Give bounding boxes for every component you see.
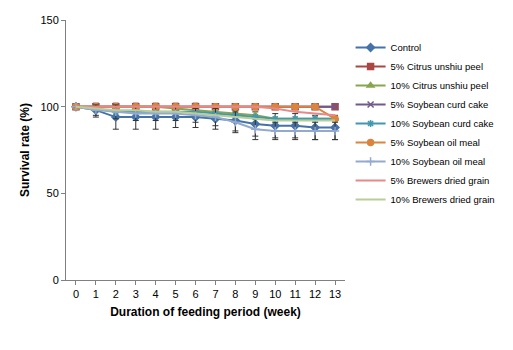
svg-text:5% Citrus unshiu peel: 5% Citrus unshiu peel [391, 61, 483, 72]
svg-text:10% Soybean oil meal: 10% Soybean oil meal [391, 156, 486, 167]
svg-text:0: 0 [53, 274, 59, 286]
svg-text:0: 0 [73, 288, 79, 300]
svg-text:7: 7 [212, 288, 218, 300]
svg-text:6: 6 [192, 288, 198, 300]
svg-text:2: 2 [113, 288, 119, 300]
svg-text:Duration of feeding period (we: Duration of feeding period (week) [110, 305, 301, 319]
svg-text:11: 11 [289, 288, 300, 300]
svg-text:10: 10 [269, 288, 281, 300]
svg-text:5: 5 [173, 288, 179, 300]
svg-text:10% Brewers dried grain: 10% Brewers dried grain [391, 194, 495, 205]
svg-text:9: 9 [252, 288, 258, 300]
svg-text:5% Soybean oil meal: 5% Soybean oil meal [391, 137, 480, 148]
svg-text:10% Citrus unshiu peel: 10% Citrus unshiu peel [391, 80, 489, 91]
svg-text:8: 8 [232, 288, 238, 300]
svg-text:150: 150 [40, 14, 58, 26]
svg-text:5% Soybean curd cake: 5% Soybean curd cake [391, 99, 489, 110]
svg-text:4: 4 [153, 288, 159, 300]
svg-text:Survival rate (%): Survival rate (%) [18, 103, 32, 197]
svg-text:Control: Control [391, 42, 422, 53]
svg-text:1: 1 [93, 288, 99, 300]
svg-text:5% Brewers dried grain: 5% Brewers dried grain [391, 175, 490, 186]
svg-text:10% Soybean curd cake: 10% Soybean curd cake [391, 118, 494, 129]
svg-text:50: 50 [47, 187, 59, 199]
svg-text:3: 3 [133, 288, 139, 300]
svg-text:12: 12 [309, 288, 321, 300]
svg-text:100: 100 [40, 101, 58, 113]
svg-text:13: 13 [329, 288, 341, 300]
